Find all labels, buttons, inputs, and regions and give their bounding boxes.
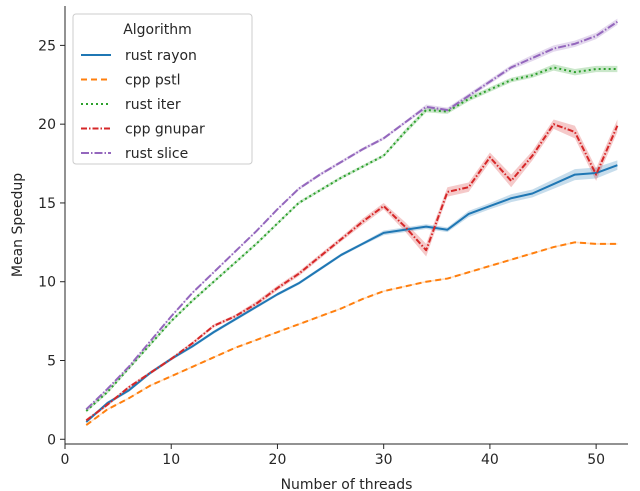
line-cpp-pstl — [85, 241, 618, 426]
y-tick-label: 10 — [38, 275, 56, 291]
x-tick-label: 10 — [162, 452, 180, 468]
x-tick-label: 0 — [61, 452, 70, 468]
x-tick-label: 50 — [587, 452, 605, 468]
legend-label: cpp pstl — [125, 73, 180, 89]
band-cpp-pstl — [86, 241, 618, 426]
legend-label: cpp gnupar — [125, 122, 205, 138]
y-tick-label: 25 — [38, 38, 56, 54]
series-lines — [85, 20, 619, 426]
legend-item: rust slice — [81, 146, 188, 162]
legend-item: cpp pstl — [81, 73, 180, 89]
y-tick-label: 0 — [47, 432, 56, 448]
line-rust-slice — [85, 20, 618, 411]
line-cpp-gnupar — [85, 123, 619, 422]
legend-item: rust iter — [81, 97, 181, 113]
legend-label: rust iter — [125, 97, 181, 113]
x-axis-label: Number of threads — [281, 477, 413, 491]
legend-item: cpp gnupar — [81, 122, 205, 138]
legend-label: rust slice — [125, 146, 188, 162]
band-rust-rayon — [86, 160, 618, 424]
y-tick-label: 20 — [38, 117, 56, 133]
x-tick-label: 40 — [481, 452, 499, 468]
y-tick-label: 15 — [38, 196, 56, 212]
line-rust-rayon — [85, 164, 618, 423]
axes: 0 10 20 30 40 50 0 5 10 15 20 25 — [38, 6, 628, 468]
band-cpp-gnupar — [86, 119, 618, 422]
x-tick-label: 30 — [375, 452, 393, 468]
y-axis-label: Mean Speedup — [10, 173, 26, 277]
legend: Algorithm rust rayon cpp pstl rust iter cpp… — [72, 13, 253, 165]
y-tick-label: 5 — [47, 353, 56, 369]
legend-label: rust rayon — [125, 48, 197, 64]
legend-items: rust rayon cpp pstl rust iter cpp gnupar rus… — [81, 48, 205, 162]
x-tick-label: 20 — [269, 452, 287, 468]
legend-title: Algorithm — [123, 22, 192, 38]
legend-box — [72, 13, 253, 165]
legend-item: rust rayon — [81, 48, 197, 64]
